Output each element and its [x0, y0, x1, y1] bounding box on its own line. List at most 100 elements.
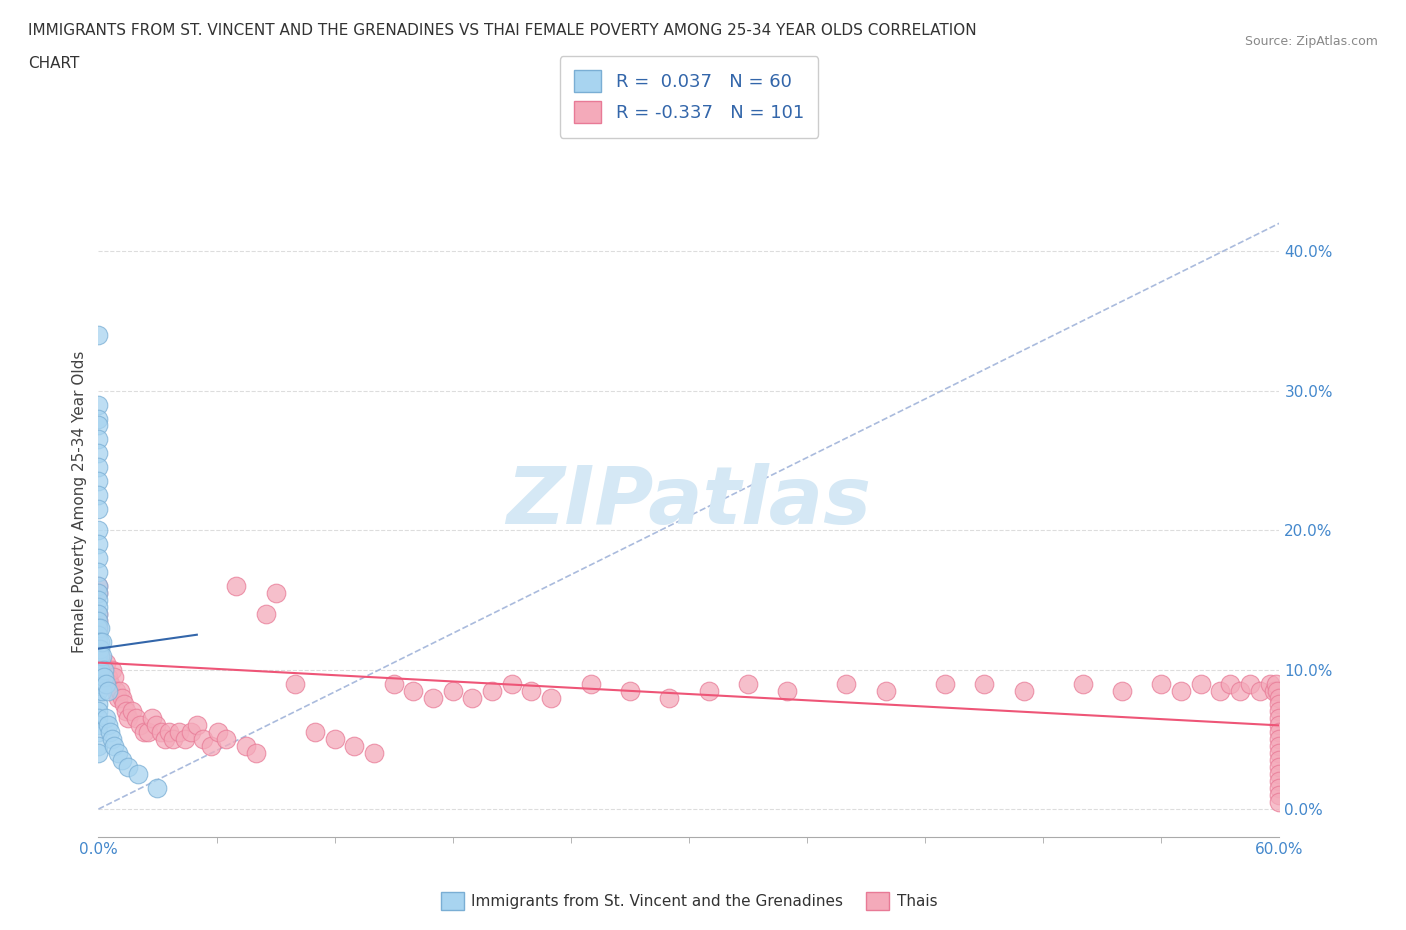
Point	[1189, 676, 1212, 691]
Point	[93, 670, 115, 684]
Point	[1268, 781, 1291, 796]
Point	[481, 683, 503, 698]
Point	[127, 766, 149, 781]
Point	[254, 606, 277, 621]
Point	[89, 634, 111, 649]
Point	[934, 676, 956, 691]
Point	[132, 725, 155, 740]
Point	[87, 725, 110, 740]
Point	[304, 725, 326, 740]
Point	[96, 656, 118, 671]
Point	[89, 662, 111, 677]
Point	[1219, 676, 1241, 691]
Point	[363, 746, 385, 761]
Point	[97, 670, 120, 684]
Point	[87, 746, 110, 761]
Point	[1012, 683, 1035, 698]
Legend: Immigrants from St. Vincent and the Grenadines, Thais: Immigrants from St. Vincent and the Gren…	[434, 885, 943, 916]
Point	[89, 620, 111, 635]
Point	[87, 578, 110, 593]
Point	[101, 732, 124, 747]
Point	[87, 537, 110, 551]
Point	[89, 642, 111, 657]
Point	[87, 614, 110, 629]
Point	[87, 418, 110, 433]
Point	[343, 738, 366, 753]
Point	[89, 648, 111, 663]
Point	[207, 725, 229, 740]
Point	[1268, 704, 1291, 719]
Point	[875, 683, 897, 698]
Point	[103, 738, 125, 753]
Point	[87, 634, 110, 649]
Point	[1071, 676, 1094, 691]
Point	[93, 662, 115, 677]
Point	[107, 746, 129, 761]
Point	[87, 642, 110, 657]
Point	[155, 732, 177, 747]
Point	[1268, 698, 1291, 712]
Point	[737, 676, 759, 691]
Point	[87, 628, 110, 643]
Point	[186, 718, 208, 733]
Point	[87, 397, 110, 412]
Point	[93, 662, 115, 677]
Point	[128, 718, 150, 733]
Point	[87, 648, 110, 663]
Point	[141, 711, 163, 726]
Point	[91, 656, 114, 671]
Point	[1268, 746, 1291, 761]
Point	[87, 656, 110, 671]
Point	[103, 670, 125, 684]
Point	[111, 753, 134, 768]
Point	[157, 725, 180, 740]
Point	[1268, 753, 1291, 768]
Point	[115, 704, 138, 719]
Point	[1170, 683, 1192, 698]
Point	[1264, 676, 1286, 691]
Point	[89, 676, 111, 691]
Point	[1268, 788, 1291, 803]
Point	[117, 711, 139, 726]
Point	[150, 725, 173, 740]
Point	[91, 648, 114, 663]
Point	[146, 781, 169, 796]
Point	[87, 502, 110, 517]
Point	[87, 600, 110, 615]
Point	[1268, 774, 1291, 789]
Point	[87, 327, 110, 342]
Point	[97, 683, 120, 698]
Point	[96, 711, 118, 726]
Point	[105, 683, 128, 698]
Point	[107, 690, 129, 705]
Point	[87, 586, 110, 601]
Point	[501, 676, 523, 691]
Point	[87, 698, 110, 712]
Point	[1263, 683, 1285, 698]
Point	[1239, 676, 1261, 691]
Point	[1267, 683, 1289, 698]
Point	[1249, 683, 1271, 698]
Point	[382, 676, 405, 691]
Point	[973, 676, 995, 691]
Point	[87, 711, 110, 726]
Point	[108, 683, 131, 698]
Point	[1268, 766, 1291, 781]
Text: CHART: CHART	[28, 56, 80, 71]
Point	[1150, 676, 1173, 691]
Point	[162, 732, 184, 747]
Point	[87, 606, 110, 621]
Point	[87, 670, 110, 684]
Point	[1268, 738, 1291, 753]
Point	[422, 690, 444, 705]
Point	[776, 683, 799, 698]
Point	[658, 690, 681, 705]
Point	[87, 738, 110, 753]
Point	[121, 704, 143, 719]
Point	[1268, 732, 1291, 747]
Point	[174, 732, 197, 747]
Point	[1229, 683, 1251, 698]
Point	[1209, 683, 1232, 698]
Point	[87, 551, 110, 565]
Point	[87, 523, 110, 538]
